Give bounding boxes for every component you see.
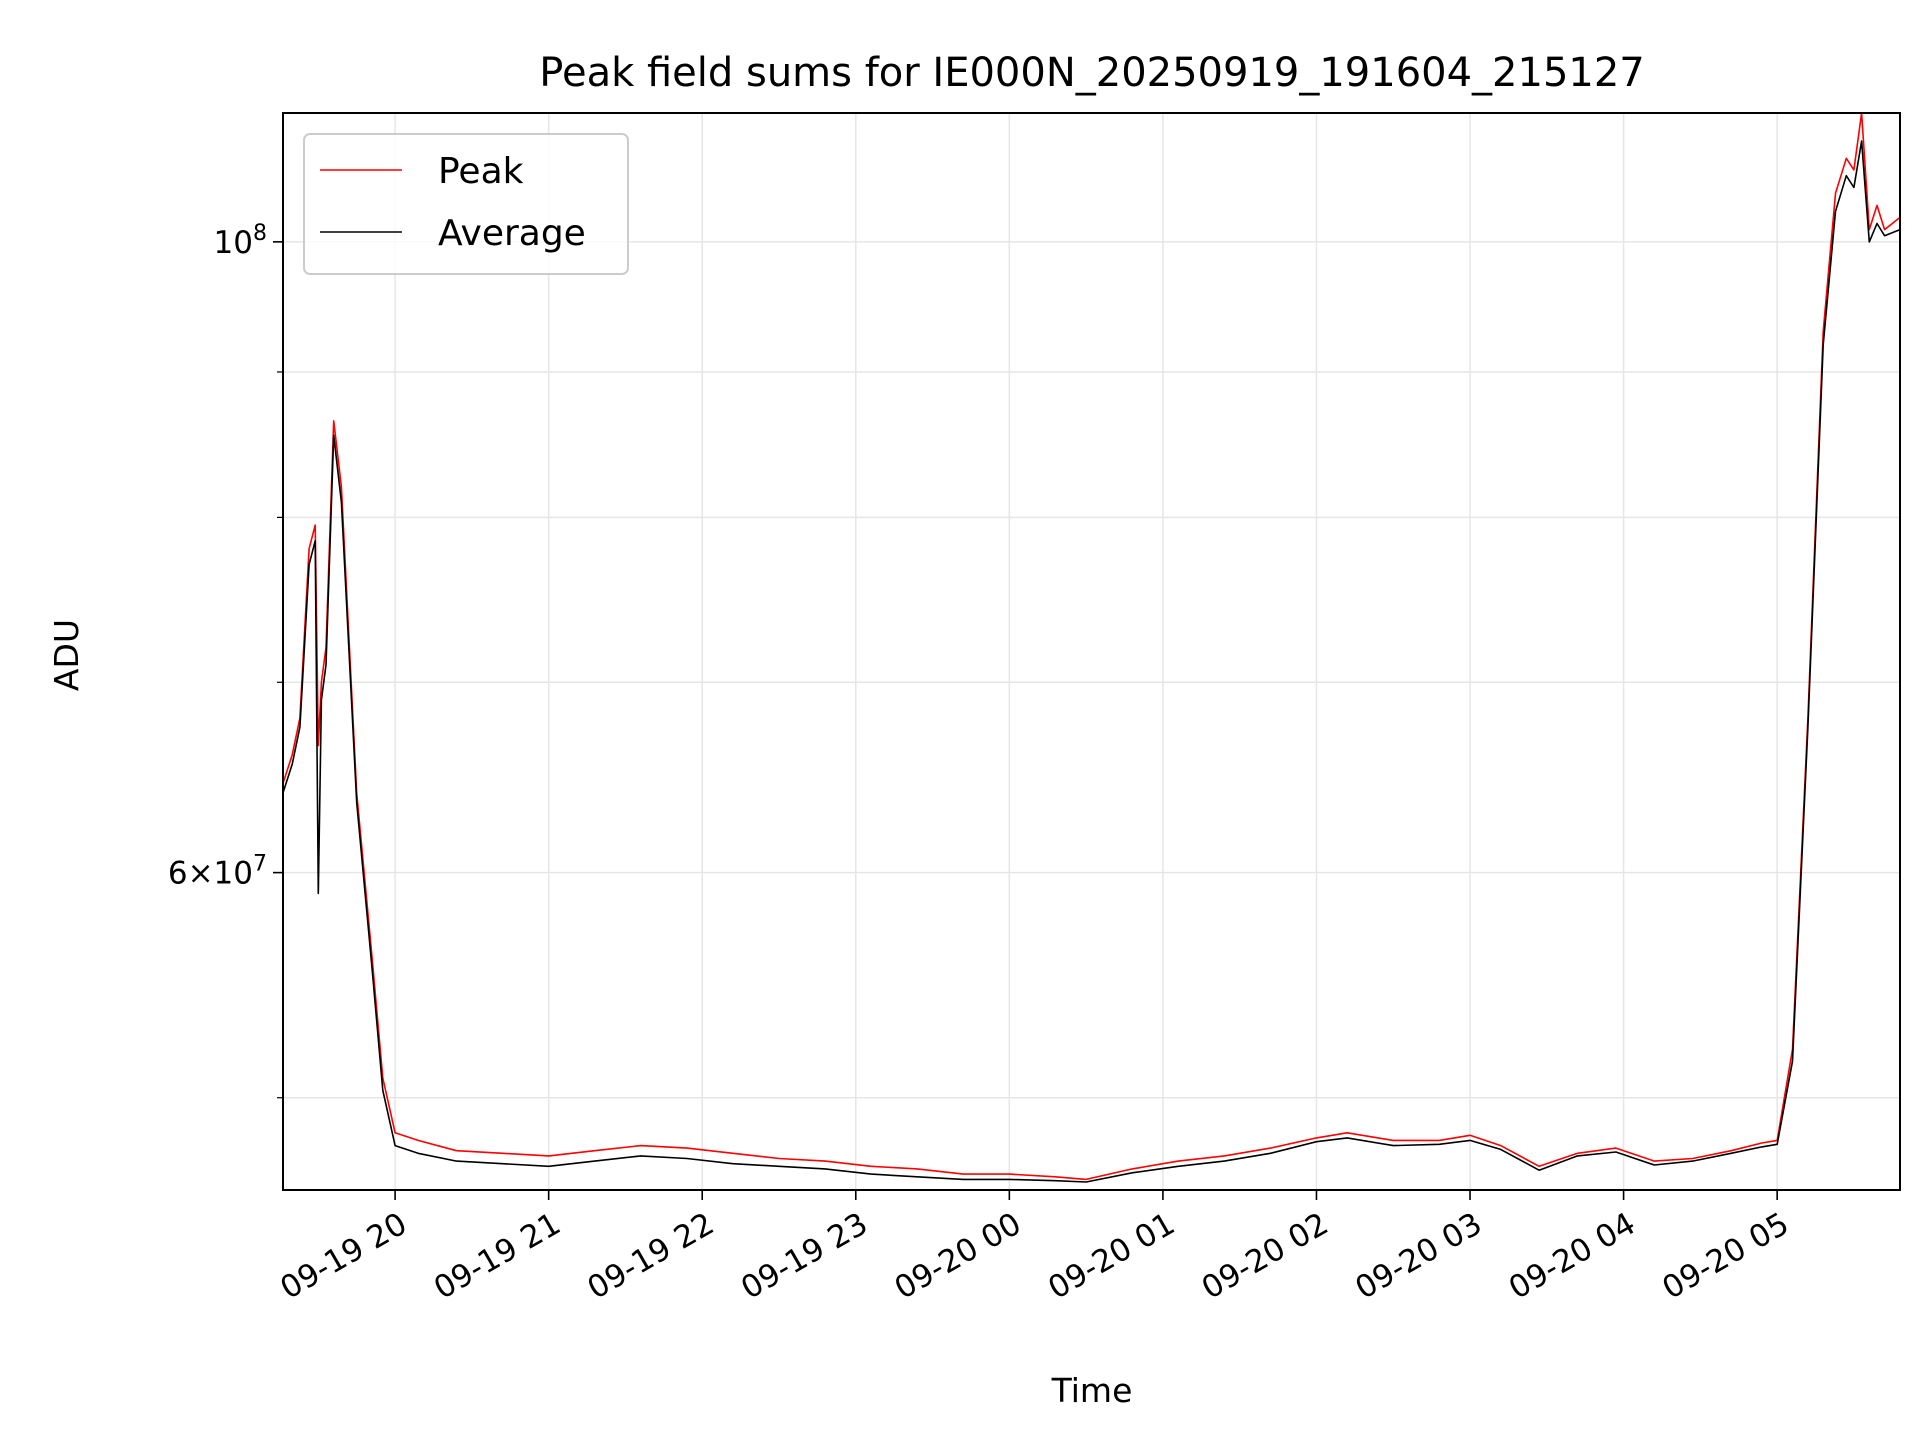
chart-title: Peak field sums for IE000N_20250919_1916… (539, 50, 1644, 96)
legend-box (303, 133, 629, 275)
plot-frame (282, 112, 1901, 1191)
y-axis-label: ADU (47, 619, 86, 691)
series-line-average (283, 140, 1900, 1183)
grid-lines (283, 113, 1900, 1190)
y-axis: 108 6×107 (168, 221, 283, 1099)
y-tick-label: 6×107 (168, 852, 267, 892)
y-tick-label: 108 (214, 221, 267, 261)
series-layer (283, 113, 1900, 1183)
legend-label-average: Average (438, 213, 586, 254)
legend: Peak Average (303, 133, 629, 275)
legend-label-peak: Peak (438, 151, 524, 192)
x-axis-label: Time (1051, 1371, 1133, 1410)
